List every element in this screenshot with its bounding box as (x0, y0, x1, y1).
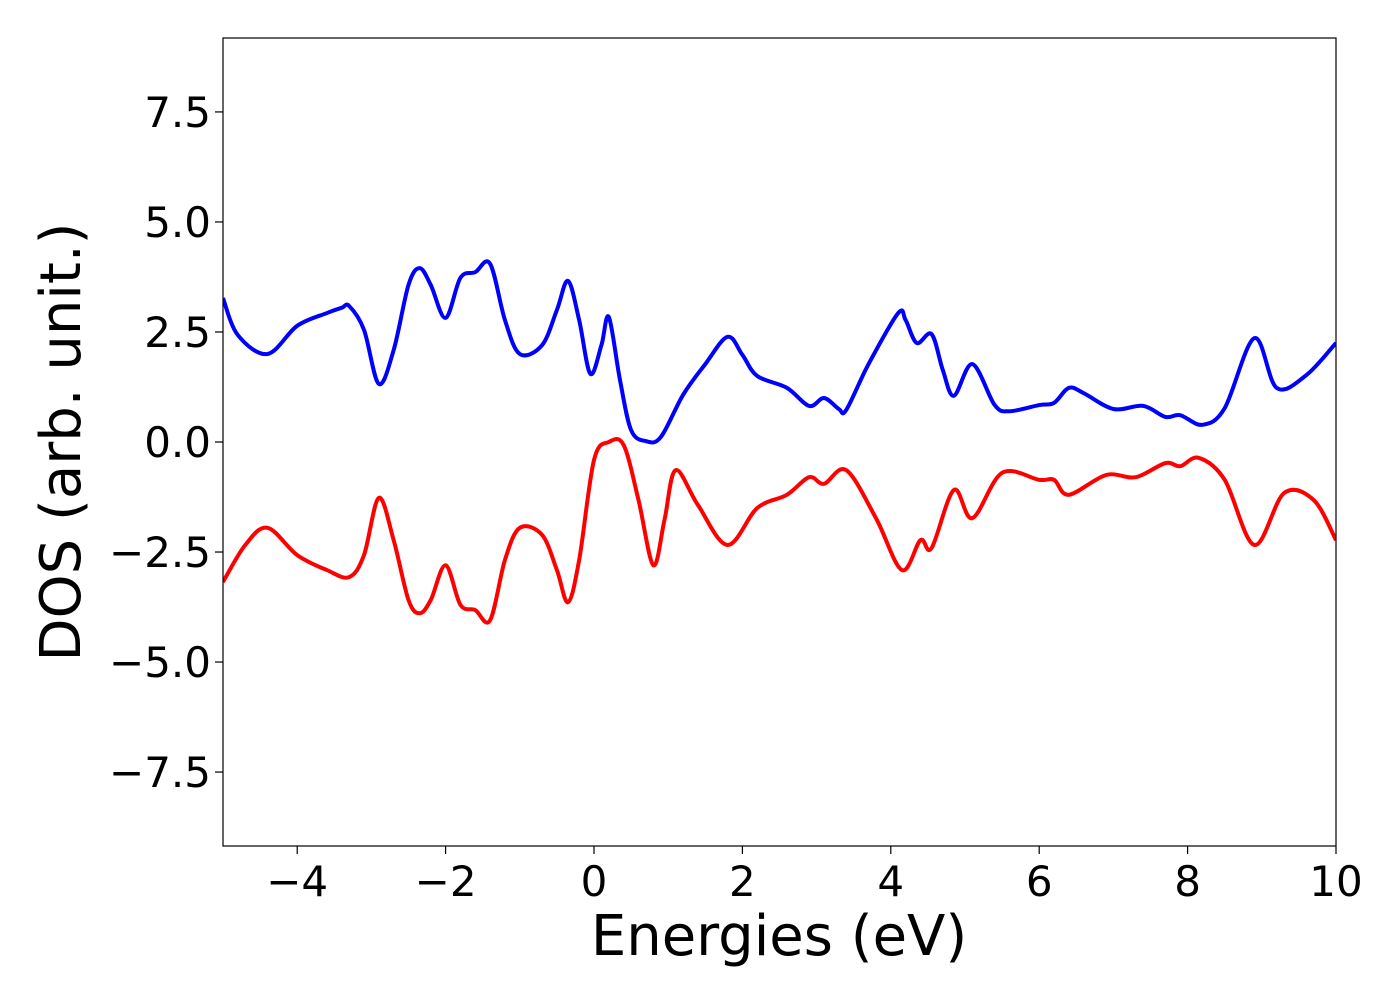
y-tick-label: 5.0 (144, 198, 211, 247)
y-axis-label: DOS (arb. unit.) (29, 222, 94, 661)
x-tick-label: −2 (415, 857, 477, 906)
plot-frame (222, 37, 1337, 847)
y-tick-label: −2.5 (109, 528, 211, 577)
y-tick-label: 2.5 (144, 308, 211, 357)
y-tick-label: −5.0 (109, 638, 211, 687)
x-tick-label: 6 (1026, 857, 1053, 906)
x-tick-label: −4 (266, 857, 328, 906)
x-tick-label: 10 (1309, 857, 1362, 906)
plot-area (223, 259, 1336, 625)
x-tick-label: 4 (877, 857, 904, 906)
y-tick-label: 7.5 (144, 88, 211, 137)
dos-line (223, 259, 1336, 445)
x-tick-label: 8 (1174, 857, 1201, 906)
x-axis-label: Energies (eV) (591, 904, 967, 969)
y-tick-label: 0.0 (144, 418, 211, 467)
x-tick-label: 0 (581, 857, 608, 906)
dos-line (223, 436, 1336, 625)
y-tick-label: −7.5 (109, 748, 211, 797)
x-tick-label: 2 (729, 857, 756, 906)
